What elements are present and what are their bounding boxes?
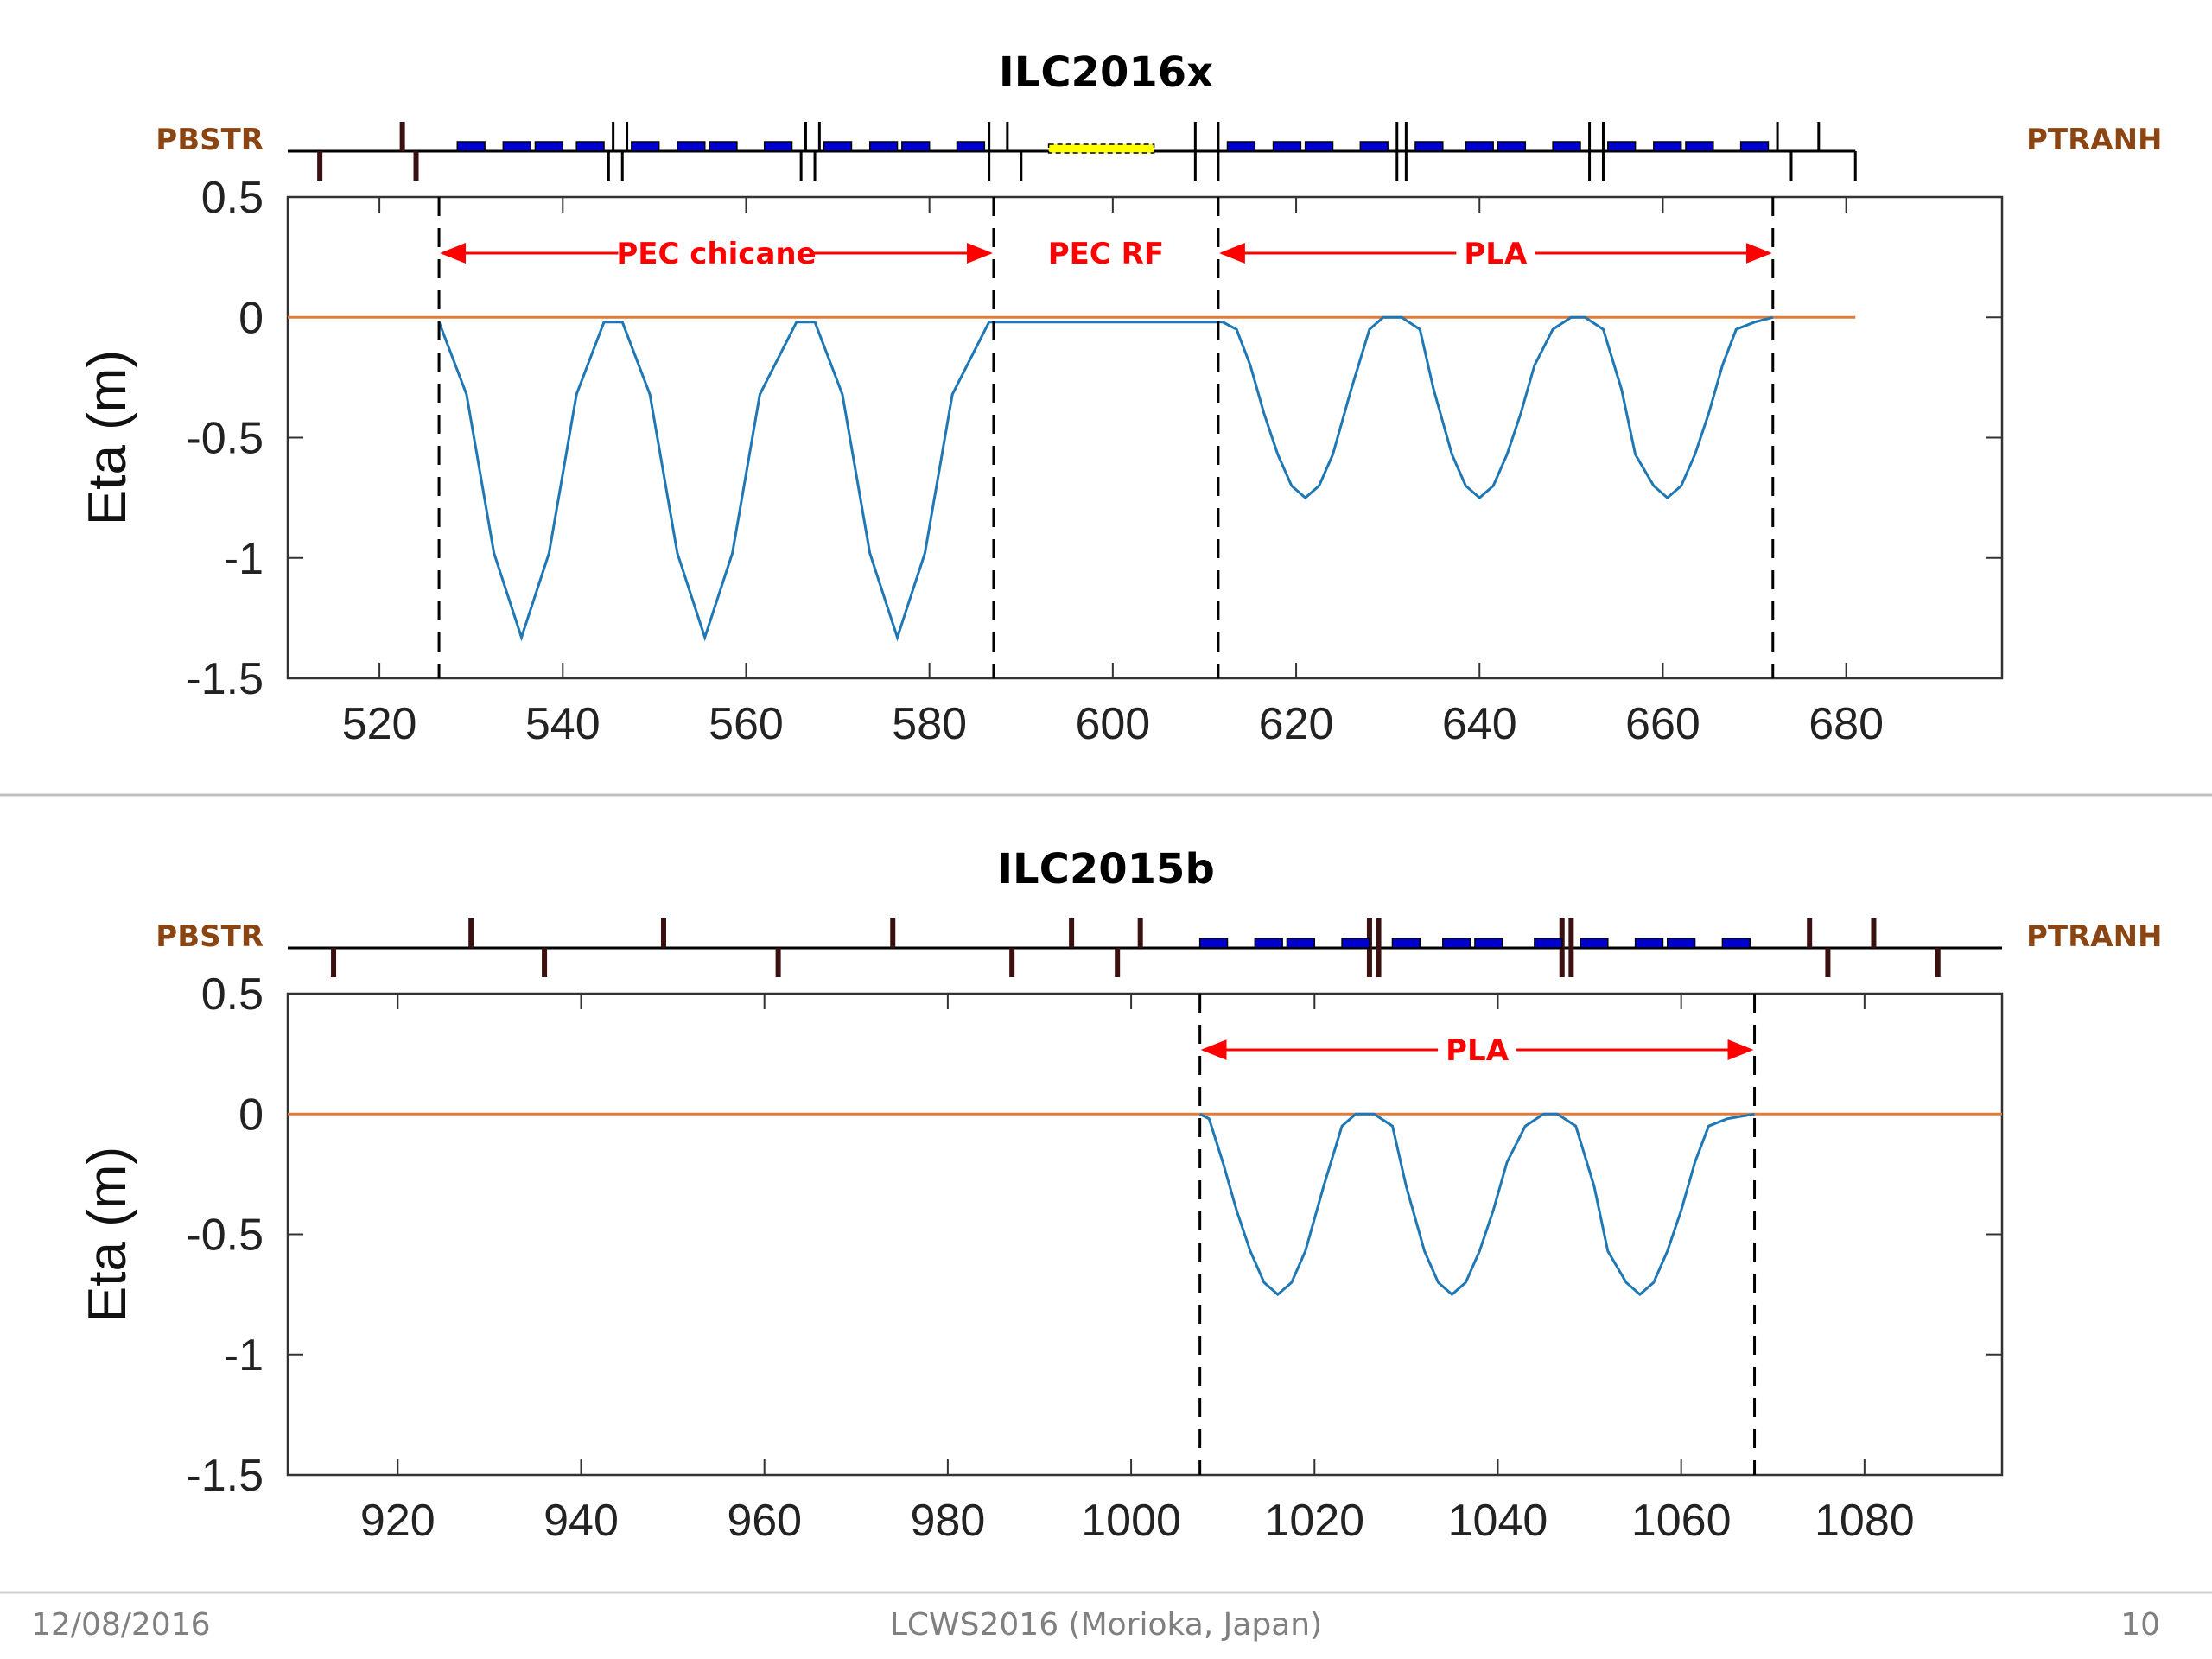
lattice-dipole <box>1226 141 1256 152</box>
lattice-dipole <box>575 141 605 152</box>
lattice-dipole <box>1721 938 1751 949</box>
lattice-dipole <box>1497 141 1527 152</box>
x-tick-label: 1080 <box>1815 1496 1915 1546</box>
region-label: PLA <box>1446 1033 1510 1068</box>
chart-ilc2016x: ILC2016x PBSTR PTRANH 520 540 560 580 600 620 640… <box>78 48 2163 749</box>
x-tick-label: 640 <box>1442 699 1517 749</box>
x-tick-label: 580 <box>892 699 967 749</box>
lattice-dipole <box>1666 938 1696 949</box>
lattice-dipole <box>1286 938 1316 949</box>
lattice-dipole <box>502 141 531 152</box>
x-tick-label: 520 <box>342 699 417 749</box>
x-tick-label: 980 <box>911 1496 986 1546</box>
lattice-dipole <box>823 141 853 152</box>
x-tick-label: 660 <box>1625 699 1700 749</box>
lattice-dipole <box>534 141 564 152</box>
y-tick-label: -1 <box>224 1331 264 1381</box>
x-tick-label: 620 <box>1259 699 1334 749</box>
lattice-dipole <box>901 141 931 152</box>
lattice-dipole <box>1653 141 1682 152</box>
lattice-rf-cavity <box>1047 143 1155 154</box>
beamline-end-label: PTRANH <box>2026 123 2163 157</box>
x-tick-label: 1060 <box>1631 1496 1732 1546</box>
lattice-dipole <box>1607 141 1637 152</box>
x-tick-label: 560 <box>709 699 784 749</box>
y-tick-label: 0 <box>238 293 264 343</box>
chart-ilc2015b: ILC2015b PBSTR PTRANH 920 940 960 980 1000 1020 1… <box>78 845 2163 1546</box>
footer-conference: LCWS2016 (Morioka, Japan) <box>890 1607 1322 1643</box>
y-tick-label: -0.5 <box>186 414 264 464</box>
eta-curve <box>437 315 1774 642</box>
y-tick-label: 0 <box>238 1090 264 1140</box>
beamline-start-label: PBSTR <box>156 919 264 954</box>
lattice-dipole <box>1272 141 1302 152</box>
footer-page-number: 10 <box>2120 1607 2160 1643</box>
y-tick-label: 0.5 <box>201 173 264 223</box>
lattice-dipole <box>1552 141 1581 152</box>
chart-title: ILC2016x <box>999 48 1213 97</box>
lattice-dipole <box>1198 938 1229 949</box>
x-tick-label: 680 <box>1808 699 1884 749</box>
x-tick-label: 920 <box>360 1496 435 1546</box>
y-tick-label: 0.5 <box>201 969 264 1020</box>
lattice-dipole <box>956 141 986 152</box>
y-tick-label: -1.5 <box>186 1451 264 1501</box>
lattice-dipole <box>709 141 738 152</box>
lattice-dipole <box>1391 938 1421 949</box>
lattice-dipole <box>1534 938 1563 949</box>
x-tick-label: 1040 <box>1448 1496 1548 1546</box>
region-label: PEC chicane <box>616 237 816 271</box>
lattice-dipole <box>763 141 793 152</box>
y-tick-label: -1.5 <box>186 654 264 704</box>
lattice-dipole <box>456 141 486 152</box>
beamline-end-label: PTRANH <box>2026 919 2163 954</box>
x-tick-label: 600 <box>1075 699 1150 749</box>
lattice-dipole <box>1341 938 1370 949</box>
y-tick-label: -0.5 <box>186 1211 264 1261</box>
x-tick-label: 1000 <box>1081 1496 1181 1546</box>
y-axis-label: Eta (m) <box>78 350 137 525</box>
lattice-dipole <box>1254 938 1283 949</box>
chart-title: ILC2015b <box>997 845 1215 893</box>
lattice-dipole <box>1685 141 1714 152</box>
region-label: PLA <box>1464 237 1528 271</box>
x-tick-label: 1020 <box>1264 1496 1364 1546</box>
lattice-dipole <box>1474 938 1503 949</box>
lattice-dipole <box>1442 938 1471 949</box>
y-tick-label: -1 <box>224 534 264 584</box>
lattice-dipole <box>1739 141 1770 152</box>
x-tick-label: 940 <box>543 1496 619 1546</box>
lattice-dipole <box>1304 141 1334 152</box>
lattice-dipole <box>1414 141 1444 152</box>
y-axis-label: Eta (m) <box>78 1147 137 1322</box>
lattice-dipole <box>1634 938 1664 949</box>
region-label: PEC RF <box>1048 237 1164 271</box>
lattice-dipole <box>677 141 706 152</box>
lattice-dipole <box>631 141 660 152</box>
x-tick-label: 540 <box>525 699 601 749</box>
plot-frame <box>286 992 2004 1477</box>
lattice-dipole <box>1580 938 1609 949</box>
footer-date: 12/08/2016 <box>31 1607 211 1643</box>
x-tick-label: 960 <box>727 1496 802 1546</box>
beamline-start-label: PBSTR <box>156 123 264 157</box>
eta-curve <box>1199 1112 1755 1297</box>
lattice-dipole <box>1465 141 1494 152</box>
lattice-dipole <box>1359 141 1389 152</box>
lattice-dipole <box>868 141 899 152</box>
